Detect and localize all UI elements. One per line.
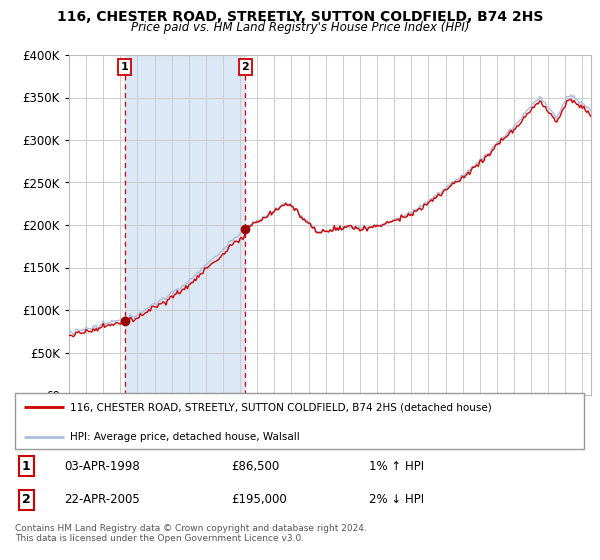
Text: 2: 2 [241,62,249,72]
Text: 116, CHESTER ROAD, STREETLY, SUTTON COLDFIELD, B74 2HS (detached house): 116, CHESTER ROAD, STREETLY, SUTTON COLD… [70,402,491,412]
Text: HPI: Average price, detached house, Walsall: HPI: Average price, detached house, Wals… [70,432,299,441]
Text: 116, CHESTER ROAD, STREETLY, SUTTON COLDFIELD, B74 2HS: 116, CHESTER ROAD, STREETLY, SUTTON COLD… [57,10,543,24]
Text: £86,500: £86,500 [231,460,279,473]
Text: 03-APR-1998: 03-APR-1998 [64,460,140,473]
Text: 1% ↑ HPI: 1% ↑ HPI [369,460,424,473]
Text: 1: 1 [121,62,128,72]
Text: 1: 1 [22,460,31,473]
Text: 22-APR-2005: 22-APR-2005 [64,493,140,506]
FancyBboxPatch shape [15,393,584,449]
Text: £195,000: £195,000 [231,493,287,506]
Text: 2% ↓ HPI: 2% ↓ HPI [369,493,424,506]
Text: Contains HM Land Registry data © Crown copyright and database right 2024.
This d: Contains HM Land Registry data © Crown c… [15,524,367,543]
Text: Price paid vs. HM Land Registry's House Price Index (HPI): Price paid vs. HM Land Registry's House … [131,21,469,34]
Bar [125,55,245,395]
Text: 2: 2 [22,493,31,506]
